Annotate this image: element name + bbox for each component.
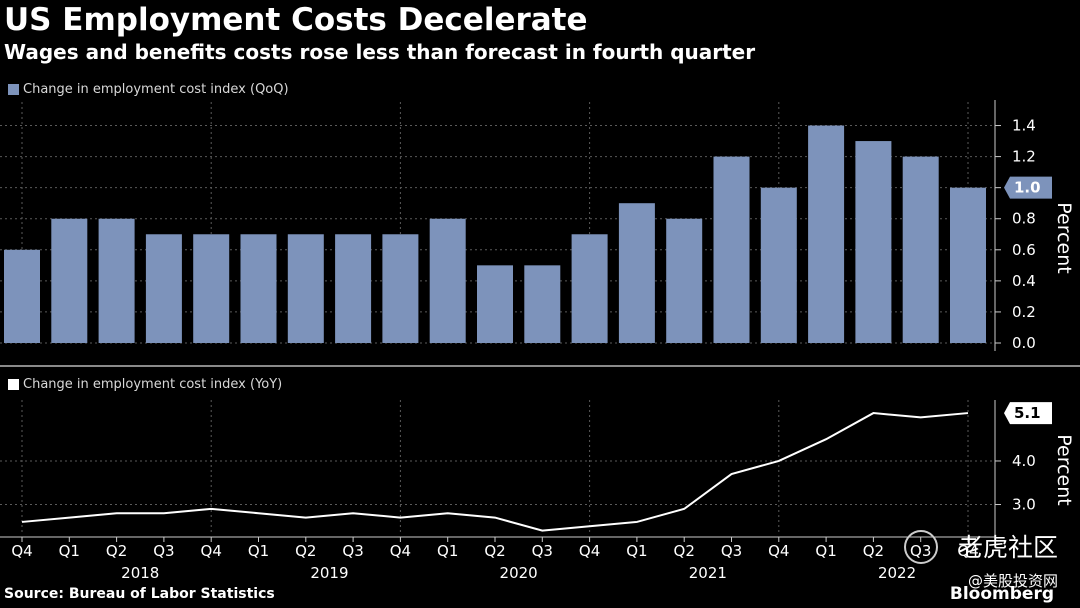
x-tick-label: Q4 — [201, 542, 222, 560]
watermark-logo — [904, 530, 938, 564]
x-tick-label: Q3 — [153, 542, 174, 560]
x-tick-label: Q4 — [11, 542, 32, 560]
last-value-marker-bottom — [1004, 402, 1052, 425]
legend-qoq-label: Change in employment cost index (QoQ) — [23, 82, 289, 97]
bar — [855, 141, 892, 343]
bar — [477, 265, 513, 343]
legend-yoy-label: Change in employment cost index (YoY) — [23, 377, 283, 392]
bar — [4, 249, 40, 343]
bar — [240, 234, 277, 343]
bar — [808, 125, 845, 344]
x-year-label: 2018 — [121, 564, 159, 582]
brand-logo: Bloomberg — [949, 584, 1054, 604]
chart-title: US Employment Costs Decelerate — [4, 2, 588, 38]
legend-yoy: Change in employment cost index (YoY) — [8, 377, 282, 392]
x-tick-label: Q3 — [721, 542, 742, 560]
y-tick-label-top: 0.2 — [1012, 303, 1036, 321]
x-tick-label: Q2 — [295, 542, 316, 560]
x-tick-label: Q2 — [484, 542, 505, 560]
bar — [287, 234, 324, 343]
x-year-label: 2022 — [878, 564, 916, 582]
x-tick-label: Q4 — [579, 542, 600, 560]
yoy-line — [21, 412, 969, 532]
bar — [382, 234, 419, 343]
bar — [760, 187, 797, 343]
bar — [950, 187, 986, 343]
y-tick-label-top: 0.0 — [1012, 334, 1036, 352]
x-tick-label: Q3 — [532, 542, 553, 560]
legend-yoy-swatch — [8, 379, 19, 390]
y-tick-label-top: 1.2 — [1012, 148, 1036, 166]
x-year-label: 2021 — [689, 564, 727, 582]
bar — [51, 218, 88, 343]
y-tick-label-top: 0.4 — [1012, 272, 1036, 290]
source-note: Source: Bureau of Labor Statistics — [4, 586, 275, 602]
x-tick-label: Q2 — [863, 542, 884, 560]
bar — [618, 203, 655, 343]
bar — [571, 234, 608, 343]
x-tick-label: Q3 — [342, 542, 363, 560]
bar — [902, 156, 939, 343]
bar — [335, 234, 372, 343]
y-tick-label-top: 1.4 — [1012, 117, 1036, 135]
x-tick-label: Q1 — [437, 542, 458, 560]
x-tick-label: Q4 — [957, 542, 978, 560]
legend-qoq-swatch — [8, 84, 19, 95]
last-value-marker-top — [1004, 176, 1052, 199]
x-tick-label: Q2 — [674, 542, 695, 560]
x-year-label: 2019 — [310, 564, 348, 582]
watermark-handle: @美股投资网 — [967, 572, 1058, 590]
bar — [713, 156, 750, 343]
x-year-label: 2020 — [500, 564, 538, 582]
x-tick-label: Q1 — [248, 542, 269, 560]
x-tick-label: Q4 — [390, 542, 411, 560]
bar — [666, 218, 703, 343]
bar — [429, 218, 466, 343]
x-tick-label: Q1 — [815, 542, 836, 560]
bar — [524, 265, 561, 343]
y-axis-label-bottom: Percent — [1053, 434, 1075, 506]
x-tick-label: Q1 — [626, 542, 647, 560]
last-value-label-top: 1.0 — [1014, 179, 1041, 197]
y-tick-label-bottom: 4.0 — [1012, 452, 1036, 470]
x-tick-label: Q4 — [768, 542, 789, 560]
bar — [145, 234, 182, 343]
x-tick-label: Q2 — [106, 542, 127, 560]
bar — [98, 218, 135, 343]
x-tick-label: Q1 — [59, 542, 80, 560]
watermark-name: 老虎社区 — [957, 533, 1058, 562]
y-tick-label-top: 0.8 — [1012, 210, 1036, 228]
legend-qoq: Change in employment cost index (QoQ) — [8, 82, 289, 97]
y-tick-label-top: 0.6 — [1012, 241, 1036, 259]
chart-subtitle: Wages and benefits costs rose less than … — [4, 40, 756, 64]
last-value-label-bottom: 5.1 — [1014, 404, 1041, 422]
y-axis-label-top: Percent — [1053, 202, 1075, 274]
bar — [193, 234, 230, 343]
y-tick-label-bottom: 3.0 — [1012, 496, 1036, 514]
